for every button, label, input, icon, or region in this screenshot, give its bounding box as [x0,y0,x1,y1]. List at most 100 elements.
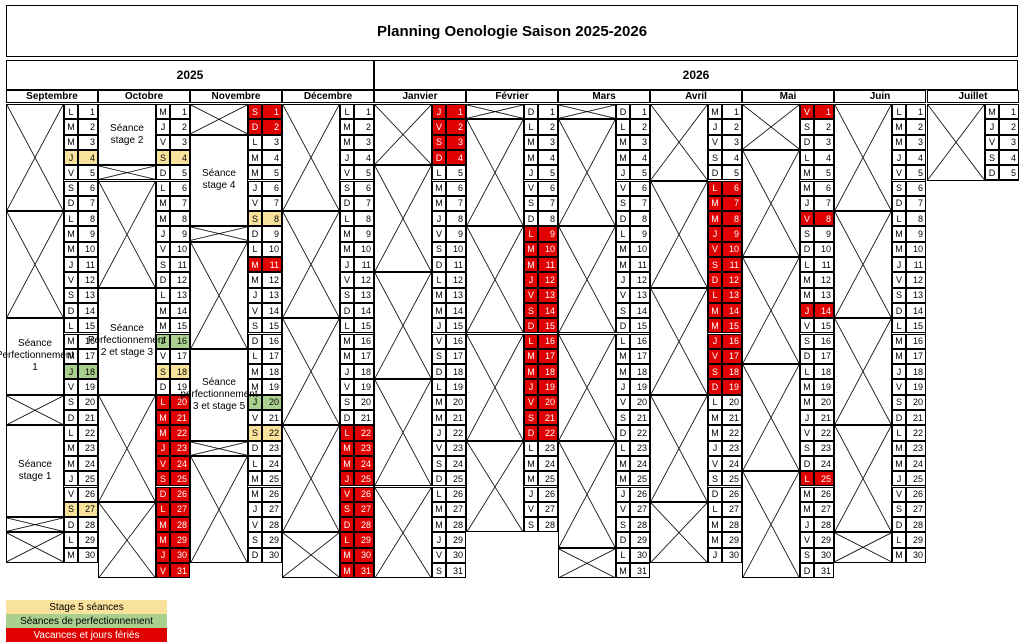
year-header: 2025 [6,60,374,90]
crossed-week-cell [742,149,800,257]
day-number: 18 [906,364,926,380]
day-number: 23 [78,440,98,456]
day-number: 14 [814,302,834,319]
day-letter: L [800,149,814,166]
day-letter: M [432,302,446,319]
day-number: 23 [262,440,282,456]
crossed-week-cell [834,425,892,533]
day-letter: J [892,471,906,487]
day-letter: L [340,104,354,120]
day-number: 14 [354,302,374,319]
day-number: 15 [906,318,926,334]
day-number: 31 [814,563,834,579]
day-number: 3 [354,134,374,150]
day-letter: J [892,257,906,273]
crossed-week-cell [466,104,524,120]
day-letter: S [800,226,814,242]
day-letter: M [64,119,78,135]
day-number: 10 [262,241,282,257]
crossed-week-cell [98,394,156,502]
day-letter: L [432,379,446,395]
day-number: 22 [630,425,650,441]
day-letter: J [892,364,906,380]
day-letter: J [248,180,262,196]
day-letter: S [524,517,538,533]
crossed-week-cell [650,180,708,288]
day-letter: J [432,318,446,334]
day-letter: J [64,471,78,487]
day-number: 11 [722,257,742,273]
day-letter: L [892,318,906,334]
day-letter: V [800,532,814,548]
day-letter: M [708,410,722,426]
day-letter: D [892,517,906,533]
day-number: 25 [722,471,742,487]
day-number: 28 [538,517,558,533]
day-letter: M [892,333,906,349]
day-number: 18 [630,364,650,380]
day-letter: D [708,272,722,288]
day-number: 13 [722,287,742,303]
day-number: 21 [814,410,834,426]
day-number: 6 [814,180,834,196]
day-number: 6 [906,180,926,196]
day-number: 13 [78,287,98,303]
crossed-week-cell [282,425,340,533]
day-number: 12 [354,272,374,288]
day-letter: L [64,425,78,441]
day-letter: V [892,165,906,181]
day-number: 11 [78,257,98,273]
day-number: 9 [630,226,650,242]
day-letter: L [616,119,630,135]
day-number: 17 [78,348,98,365]
day-number: 21 [170,410,190,426]
month-header: Novembre [190,90,282,103]
day-letter: J [708,440,722,456]
day-number: 6 [722,180,742,196]
day-letter: V [616,501,630,518]
day-number: 28 [170,517,190,533]
day-number: 3 [446,134,466,150]
day-letter: S [524,410,538,426]
day-number: 19 [814,379,834,395]
day-number: 3 [538,134,558,150]
day-number: 24 [170,455,190,472]
day-number: 4 [538,149,558,166]
day-number: 15 [446,318,466,334]
day-letter: M [248,486,262,502]
day-number: 29 [262,532,282,548]
crossed-week-cell [558,440,616,548]
day-letter: M [248,165,262,181]
day-letter: M [985,104,999,120]
day-letter: D [800,563,814,579]
day-number: 21 [630,410,650,426]
year-header: 2026 [374,60,1018,90]
day-number: 8 [446,211,466,227]
day-letter: J [340,364,354,380]
day-letter: L [616,547,630,563]
day-letter: M [340,226,354,242]
day-letter: M [248,272,262,288]
session-label: Séance Perfectionnement 1 [0,318,74,395]
day-number: 25 [630,471,650,487]
day-letter: M [524,348,538,365]
day-number: 16 [78,333,98,349]
day-letter: M [64,134,78,150]
day-number: 24 [538,455,558,472]
day-letter: L [524,333,538,349]
day-letter: V [156,348,170,365]
crossed-week-cell [558,547,616,579]
day-letter: D [616,425,630,441]
day-number: 26 [722,486,742,502]
day-number: 7 [538,195,558,212]
day-number: 27 [538,501,558,518]
day-number: 30 [722,547,742,563]
month-header: Février [466,90,558,103]
day-number: 24 [630,455,650,472]
day-number: 21 [446,410,466,426]
day-letter: D [156,272,170,288]
day-number: 26 [630,486,650,502]
day-letter: S [800,440,814,456]
day-number: 17 [814,348,834,365]
day-number: 2 [814,119,834,135]
